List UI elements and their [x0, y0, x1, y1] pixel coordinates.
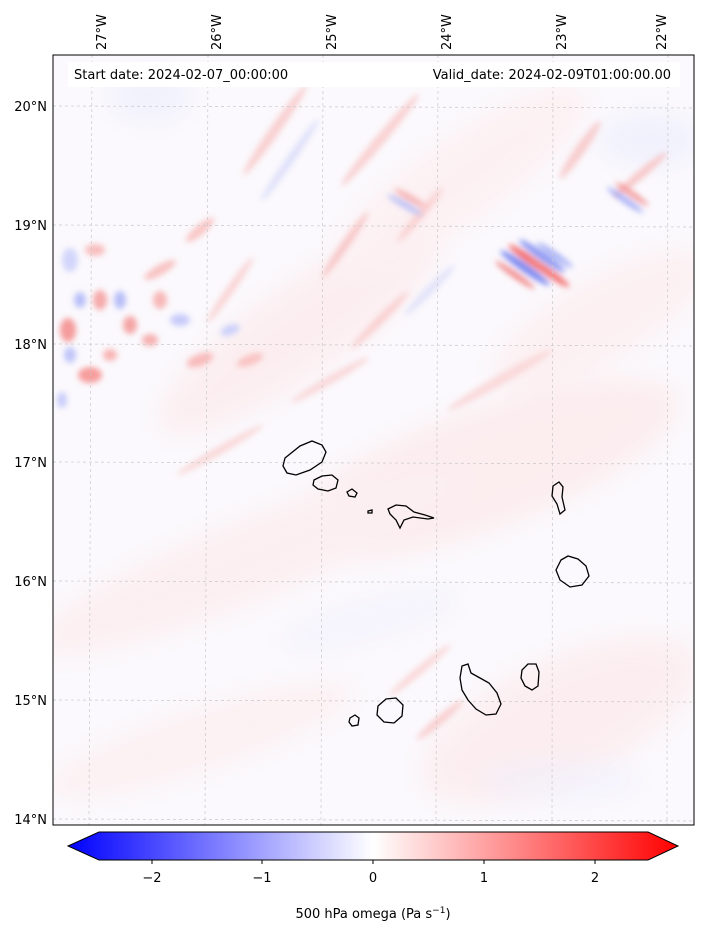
island-brava: [348, 714, 360, 727]
lat-label: 17°N: [14, 456, 47, 471]
colorbar-title-main: 500 hPa omega (Pa s: [295, 907, 432, 922]
island-sal: [551, 481, 566, 516]
lat-label: 15°N: [14, 694, 47, 709]
info-box: [68, 62, 680, 87]
graticule: [53, 55, 694, 825]
island-branco: [367, 509, 373, 514]
start-date-label: Start date: 2024-02-07_00:00:00: [74, 68, 288, 83]
lat-label: 14°N: [14, 813, 47, 828]
colorbar-title-end: ): [445, 907, 450, 922]
lat-label: 18°N: [14, 338, 47, 353]
lon-label: 25°W: [325, 14, 340, 50]
coastlines: [282, 440, 590, 727]
lat-label: 20°N: [14, 100, 47, 115]
lon-label: 24°W: [440, 14, 455, 50]
colorbar-tick-label: −2: [142, 871, 161, 886]
island-sao-nicolau: [387, 504, 435, 530]
omega-field: [53, 55, 694, 825]
colorbar: −2 −1 0 1 2 500 hPa omega (Pa s−1): [66, 831, 680, 922]
island-maio: [520, 663, 540, 691]
lat-label: 16°N: [14, 575, 47, 590]
lon-label: 22°W: [655, 14, 670, 50]
island-boa-vista: [555, 555, 590, 588]
colorbar-title-sup: −1: [432, 906, 445, 916]
map-frame: [52, 54, 695, 826]
colorbar-tick-label: 2: [591, 871, 599, 886]
island-santa-luzia: [346, 488, 358, 498]
lon-label: 23°W: [555, 14, 570, 50]
lon-label: 26°W: [210, 14, 225, 50]
colorbar-tick-label: 0: [369, 871, 377, 886]
longitude-labels: 27°W 26°W 25°W 24°W 23°W 22°W: [95, 14, 670, 50]
island-santiago: [459, 663, 502, 716]
lat-label: 19°N: [14, 219, 47, 234]
colorbar-body: [66, 831, 680, 861]
latitude-labels: 20°N 19°N 18°N 17°N 16°N 15°N 14°N: [14, 100, 47, 828]
lon-label: 27°W: [95, 14, 110, 50]
island-sao-vicente: [312, 474, 339, 492]
colorbar-title: 500 hPa omega (Pa s−1): [295, 906, 450, 922]
island-santo-antao: [282, 440, 327, 476]
colorbar-tick-label: −1: [252, 871, 271, 886]
island-fogo: [376, 697, 404, 724]
colorbar-tick-label: 1: [480, 871, 488, 886]
valid-date-label: Valid_date: 2024-02-09T01:00:00.00: [433, 68, 671, 83]
